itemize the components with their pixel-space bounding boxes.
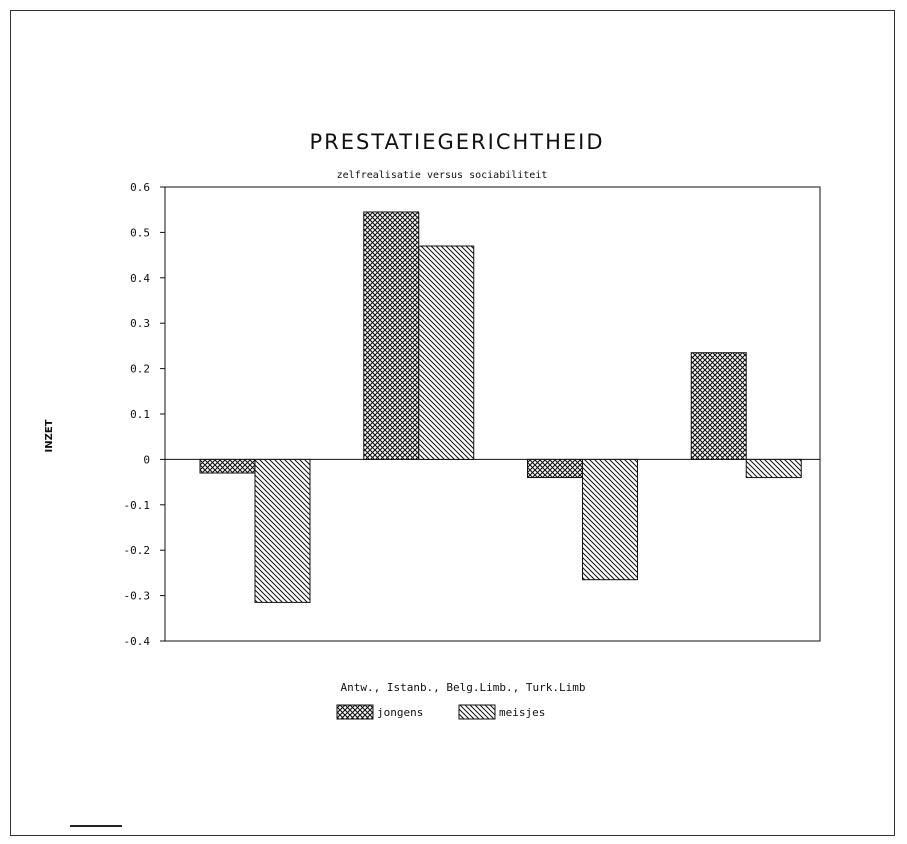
x-axis-label: Antw., Istanb., Belg.Limb., Turk.Limb xyxy=(340,681,585,694)
y-tick-label: 0.6 xyxy=(130,181,150,194)
legend-label-meisjes: meisjes xyxy=(499,706,545,719)
bar-meisjes-0 xyxy=(254,458,311,603)
chart-frame xyxy=(10,10,895,836)
bars xyxy=(199,211,802,603)
y-tick-label: -0.4 xyxy=(124,635,151,648)
y-tick-label: -0.1 xyxy=(124,499,151,512)
y-axis: 0.6 0.5 0.4 0.3 0.2 0.1 0 -0.1 -0.2 -0.3 -0.4 xyxy=(124,181,165,648)
legend: jongens meisjes xyxy=(336,704,545,720)
y-tick-label: 0.5 xyxy=(130,226,150,239)
bar-jongens-2 xyxy=(527,458,583,479)
chart-subtitle: zelfrealisatie versus sociabiliteit xyxy=(337,170,548,181)
bar-meisjes-3 xyxy=(745,458,802,479)
y-axis-label: INZET xyxy=(44,419,55,452)
bar-jongens-0 xyxy=(199,458,256,474)
y-tick-label: 0.3 xyxy=(130,317,150,330)
bar-jongens-1 xyxy=(363,211,420,460)
y-tick-label: -0.2 xyxy=(124,544,151,557)
frame-mark xyxy=(70,825,122,827)
bar-meisjes-2 xyxy=(582,458,638,581)
y-tick-label: 0.2 xyxy=(130,363,150,376)
legend-swatch-meisjes xyxy=(458,704,496,720)
bar-meisjes-1 xyxy=(418,245,475,460)
bar-jongens-3 xyxy=(690,352,747,460)
y-tick-label: -0.3 xyxy=(124,590,151,603)
legend-label-jongens: jongens xyxy=(377,706,423,719)
y-tick-label: 0.4 xyxy=(130,272,150,285)
y-tick-label: 0 xyxy=(143,453,150,466)
y-tick-label: 0.1 xyxy=(130,408,150,421)
legend-swatch-jongens xyxy=(336,704,374,720)
chart-title: PRESTATIEGERICHTHEID xyxy=(309,130,604,154)
